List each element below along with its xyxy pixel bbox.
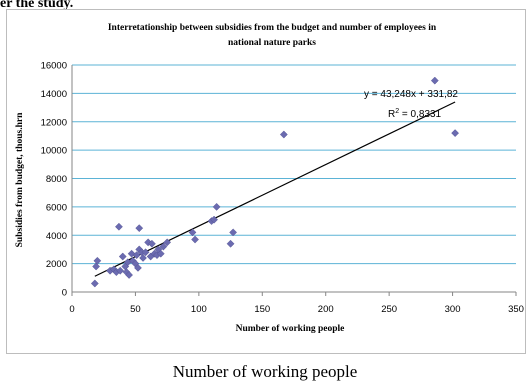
x-axis-label: Number of working people xyxy=(236,324,345,334)
data-point xyxy=(451,129,459,137)
data-points xyxy=(90,76,459,288)
x-tick-label: 200 xyxy=(318,304,334,315)
previous-text-fragment: er the study. xyxy=(0,0,74,11)
data-point xyxy=(212,202,221,211)
y-tick-label: 4000 xyxy=(46,231,67,242)
data-point xyxy=(116,266,125,275)
r-squared-superscript: 2 xyxy=(395,108,399,115)
data-point xyxy=(188,228,197,237)
axes xyxy=(71,65,517,296)
r-squared-value: = 0,8331 xyxy=(399,109,441,120)
data-point xyxy=(93,256,102,265)
data-point xyxy=(141,248,150,257)
data-point xyxy=(92,262,100,271)
data-point xyxy=(148,239,156,248)
data-point xyxy=(226,239,235,248)
y-tick-label: 8000 xyxy=(46,174,67,185)
data-point xyxy=(115,222,123,231)
data-point xyxy=(163,238,172,247)
chart-frame xyxy=(6,9,526,354)
figure-caption: Number of working people xyxy=(172,362,358,381)
gridlines xyxy=(72,64,516,265)
y-tick-label: 14000 xyxy=(41,89,67,100)
x-tick-label: 250 xyxy=(381,304,397,315)
x-tick-label: 350 xyxy=(508,304,524,315)
y-tick-label: 6000 xyxy=(46,202,67,213)
chart-title-line-2: national nature parks xyxy=(228,38,316,48)
chart-title: Interretationship between subsidies from… xyxy=(108,23,437,48)
x-tick-labels: 0 50 100 150 200 250 300 350 xyxy=(69,304,524,315)
trendline-equation: y = 43,248x + 331,82 xyxy=(364,89,458,100)
data-point xyxy=(90,279,99,288)
data-point xyxy=(191,235,199,244)
data-point xyxy=(132,251,141,259)
data-point xyxy=(229,228,237,237)
chart-title-line-1: Interretationship between subsidies from… xyxy=(108,23,437,33)
data-point xyxy=(125,271,133,279)
y-tick-label: 12000 xyxy=(41,117,67,128)
data-point xyxy=(139,254,147,262)
y-tick-label: 10000 xyxy=(41,146,67,157)
data-point xyxy=(118,252,127,261)
r-squared-label: R2 = 0,8331 xyxy=(388,108,442,120)
trendline xyxy=(94,101,456,277)
data-point xyxy=(279,130,288,139)
data-point xyxy=(135,224,144,233)
data-point xyxy=(430,76,439,85)
x-tick-label: 0 xyxy=(69,304,74,315)
y-axis-label: Subsidies from budget, thous.hrn xyxy=(15,112,25,247)
x-tick-label: 150 xyxy=(254,304,270,315)
x-tick-label: 100 xyxy=(191,304,207,315)
x-tick-label: 50 xyxy=(130,304,141,315)
y-tick-label: 0 xyxy=(62,288,67,299)
data-point xyxy=(159,242,168,251)
x-tick-label: 300 xyxy=(445,304,461,315)
y-tick-label: 2000 xyxy=(46,259,67,270)
data-point xyxy=(134,263,142,272)
data-point xyxy=(156,249,165,258)
y-tick-label: 16000 xyxy=(41,61,67,72)
data-point xyxy=(210,215,218,224)
y-tick-labels: 0 2000 4000 6000 8000 10000 12000 14000 16000 xyxy=(41,61,67,299)
r-squared-prefix: R xyxy=(388,109,395,120)
